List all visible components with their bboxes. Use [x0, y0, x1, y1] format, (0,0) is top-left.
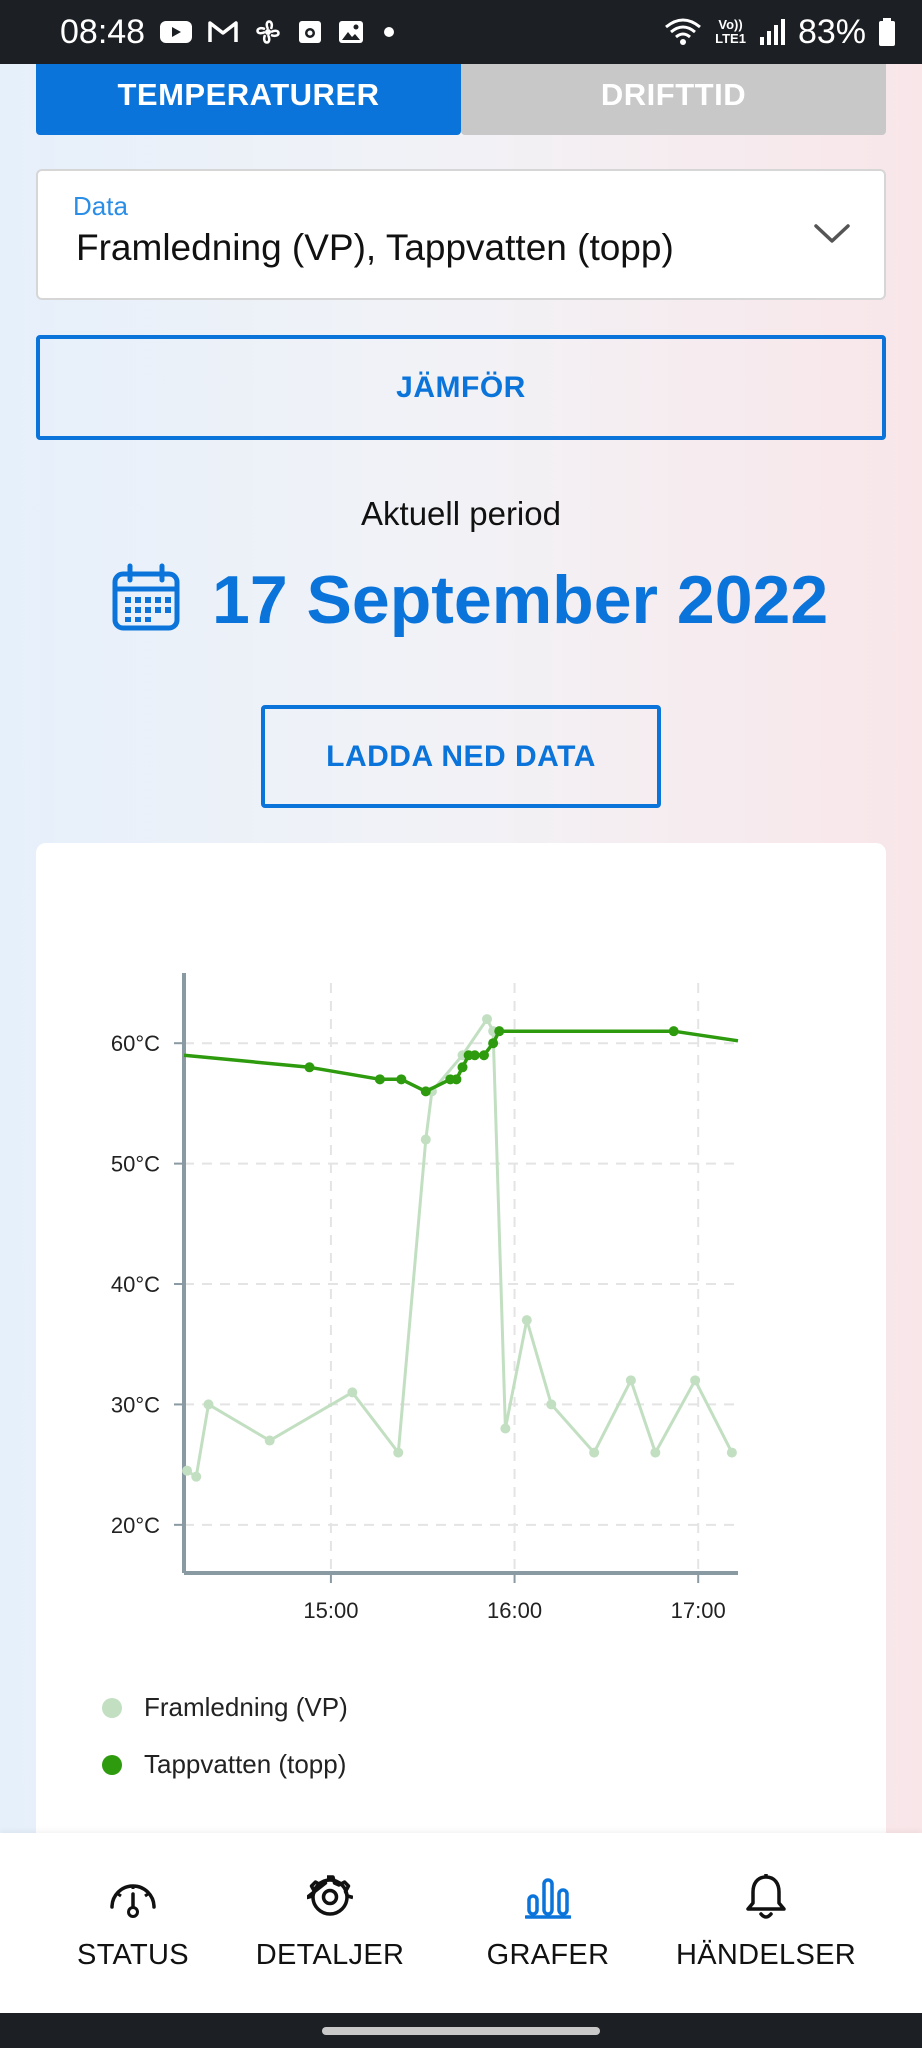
tab-bar: TEMPERATURER DRIFTTID — [36, 64, 886, 135]
data-select[interactable]: Data Framledning (VP), Tappvatten (topp) — [36, 169, 886, 300]
data-point-framledning — [191, 1471, 202, 1482]
series-line-framledning — [186, 1017, 734, 1479]
nav-handelser-label: HÄNDELSER — [676, 1939, 856, 1971]
data-point-framledning — [650, 1447, 661, 1458]
calendar-icon — [110, 562, 182, 639]
dot-icon — [379, 22, 399, 42]
data-point-framledning — [521, 1315, 532, 1326]
data-point-tappvatten — [488, 1038, 499, 1049]
nav-handelser[interactable]: HÄNDELSER — [676, 1833, 856, 2013]
data-point-tappvatten — [374, 1074, 385, 1085]
data-point-framledning — [726, 1447, 737, 1458]
bottom-navigation: STATUS DETALJER GRAFER HÄNDELSER — [0, 1833, 922, 2013]
gear-icon — [307, 1871, 353, 1923]
data-select-label: Data — [73, 191, 128, 221]
data-point-framledning — [203, 1399, 214, 1410]
y-tick-label: 40°C — [111, 1272, 160, 1297]
home-gesture-handle[interactable] — [322, 2027, 600, 2035]
nav-detaljer-label: DETALJER — [255, 1939, 405, 1971]
nav-grafer[interactable]: GRAFER — [478, 1833, 618, 2013]
data-point-tappvatten — [457, 1062, 468, 1073]
chart-card: 20°C 30°C 40°C 50°C 60°C 15:00 16:00 17:00 Fram… — [36, 843, 886, 1843]
x-tick-label: 17:00 — [671, 1598, 726, 1623]
legend-dot-tappvatten — [102, 1754, 122, 1775]
gmail-icon — [207, 19, 239, 45]
bar-chart-icon — [525, 1871, 571, 1923]
y-tick-label: 60°C — [111, 1031, 160, 1056]
legend-item-framledning[interactable]: Framledning (VP) — [102, 1679, 348, 1736]
period-selector[interactable]: 17 September 2022 — [110, 555, 828, 645]
legend-label-framledning: Framledning (VP) — [144, 1692, 348, 1722]
tab-temperaturer[interactable]: TEMPERATURER — [36, 64, 461, 135]
y-tick-label: 30°C — [111, 1392, 160, 1417]
chevron-down-icon — [812, 221, 852, 252]
fan-icon — [253, 17, 283, 47]
status-time: 08:48 — [60, 12, 146, 51]
gallery-icon — [337, 18, 365, 46]
data-point-framledning — [264, 1435, 275, 1446]
data-point-tappvatten — [668, 1026, 679, 1037]
data-point-tappvatten — [451, 1074, 462, 1085]
data-select-value: Framledning (VP), Tappvatten (topp) — [76, 227, 674, 268]
data-point-framledning — [589, 1447, 600, 1458]
data-point-framledning — [393, 1447, 404, 1458]
data-point-tappvatten — [420, 1086, 431, 1097]
data-point-framledning — [500, 1423, 511, 1434]
nav-grafer-label: GRAFER — [486, 1939, 610, 1971]
x-tick-label: 16:00 — [487, 1598, 542, 1623]
network-label: Vo)) LTE1 — [715, 17, 746, 46]
system-gesture-bar — [0, 2013, 922, 2048]
signal-icon — [758, 17, 786, 47]
data-point-tappvatten — [478, 1050, 489, 1061]
period-label: Aktuell period — [361, 495, 561, 532]
data-point-tappvatten — [396, 1074, 407, 1085]
tab-drifttid[interactable]: DRIFTTID — [461, 64, 886, 135]
temperature-chart: 20°C 30°C 40°C 50°C 60°C 15:00 16:00 17:00 — [111, 973, 739, 1623]
data-point-framledning — [482, 1014, 493, 1025]
legend-label-tappvatten: Tappvatten (topp) — [144, 1749, 347, 1779]
data-point-tappvatten — [494, 1026, 505, 1037]
battery-percent: 83% — [797, 12, 866, 51]
chart-legend: Framledning (VP) Tappvatten (topp) — [102, 1679, 348, 1793]
data-point-framledning — [420, 1134, 431, 1145]
data-point-tappvatten — [469, 1050, 480, 1061]
series-line-tappvatten — [183, 1029, 739, 1094]
camera-icon — [297, 18, 323, 46]
y-tick-label: 50°C — [111, 1152, 160, 1177]
battery-icon — [878, 17, 896, 47]
data-point-framledning — [690, 1375, 701, 1386]
nav-detaljer[interactable]: DETALJER — [250, 1833, 410, 2013]
data-point-tappvatten — [304, 1062, 315, 1073]
data-point-framledning — [182, 1465, 193, 1476]
wifi-icon — [663, 16, 703, 48]
period-date: 17 September 2022 — [212, 562, 829, 638]
y-tick-label: 20°C — [111, 1513, 160, 1538]
data-point-framledning — [347, 1387, 358, 1398]
gauge-icon — [108, 1871, 158, 1923]
compare-button[interactable]: JÄMFÖR — [36, 335, 886, 440]
nav-status-label: STATUS — [77, 1939, 189, 1971]
bell-icon — [744, 1871, 788, 1923]
youtube-icon — [159, 19, 193, 45]
x-tick-label: 15:00 — [303, 1598, 358, 1623]
nav-status[interactable]: STATUS — [73, 1833, 193, 2013]
data-point-framledning — [546, 1399, 557, 1410]
data-point-framledning — [625, 1375, 636, 1386]
legend-item-tappvatten[interactable]: Tappvatten (topp) — [102, 1736, 348, 1793]
download-data-button[interactable]: LADDA NED DATA — [261, 705, 661, 808]
status-bar: 08:48 Vo)) LTE1 83% — [0, 0, 922, 64]
legend-dot-framledning — [102, 1697, 122, 1718]
